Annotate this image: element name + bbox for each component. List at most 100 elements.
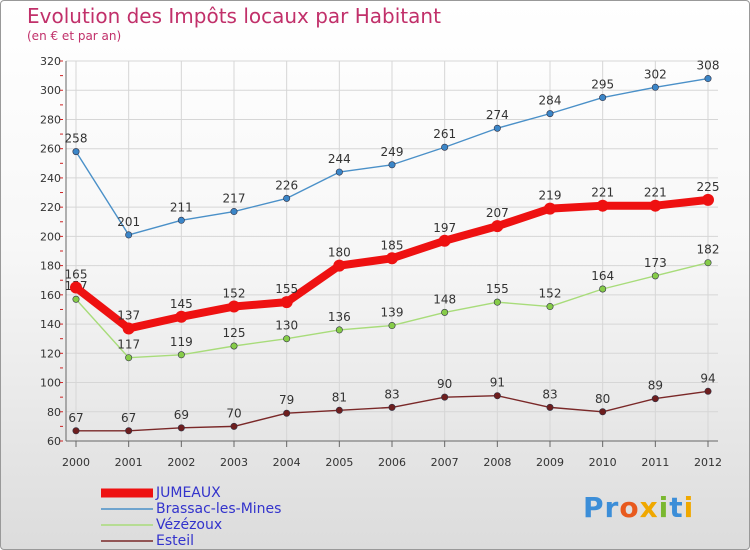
- chart-title: Evolution des Impôts locaux par Habitant: [27, 4, 441, 28]
- data-point: [599, 408, 607, 416]
- data-point: [177, 424, 185, 432]
- data-point: [283, 409, 291, 417]
- data-point: [283, 194, 291, 202]
- data-point: [230, 422, 238, 430]
- data-label: 164: [591, 269, 614, 283]
- data-point: [493, 124, 501, 132]
- data-label: 165: [65, 268, 88, 282]
- data-point: [651, 272, 659, 280]
- x-tick-label: 2011: [641, 456, 669, 469]
- data-label: 83: [542, 387, 557, 401]
- y-tick-label: 120: [40, 347, 61, 360]
- data-point: [704, 387, 712, 395]
- data-label: 219: [539, 189, 562, 203]
- legend-label: Vézézoux: [156, 517, 223, 533]
- data-label: 80: [595, 392, 610, 406]
- legend-label: Esteil: [156, 533, 195, 549]
- chart-subtitle: (en € et par an): [27, 29, 122, 43]
- data-label: 67: [121, 411, 136, 425]
- y-tick-label: 220: [40, 201, 61, 214]
- data-point: [441, 143, 449, 151]
- data-point: [122, 322, 135, 335]
- data-label: 295: [591, 78, 614, 92]
- data-point: [599, 94, 607, 102]
- data-label: 258: [65, 132, 88, 146]
- y-tick-label: 80: [47, 406, 61, 419]
- data-point: [704, 75, 712, 83]
- data-point: [335, 406, 343, 414]
- data-point: [438, 234, 451, 247]
- x-tick-label: 2000: [62, 456, 90, 469]
- data-label: 274: [486, 108, 509, 122]
- data-point: [441, 393, 449, 401]
- x-tick-label: 2003: [220, 456, 248, 469]
- data-label: 94: [700, 371, 715, 385]
- data-label: 136: [328, 310, 351, 324]
- data-label: 70: [226, 406, 241, 420]
- data-label: 152: [223, 287, 246, 301]
- data-label: 180: [328, 246, 351, 260]
- data-label: 173: [644, 256, 667, 270]
- x-tick-label: 2004: [273, 456, 301, 469]
- x-tick-label: 2002: [167, 456, 195, 469]
- legend-swatch: [101, 540, 153, 542]
- data-point: [230, 208, 238, 216]
- data-point: [596, 199, 609, 212]
- data-point: [493, 298, 501, 306]
- data-label: 217: [223, 192, 246, 206]
- data-point: [491, 220, 504, 233]
- data-point: [333, 259, 346, 272]
- data-label: 90: [437, 377, 452, 391]
- data-label: 308: [697, 59, 720, 73]
- data-point: [72, 148, 80, 156]
- data-label: 244: [328, 152, 351, 166]
- data-label: 69: [174, 408, 189, 422]
- data-point: [125, 354, 133, 362]
- data-label: 117: [117, 338, 140, 352]
- data-point: [544, 202, 556, 215]
- data-point: [651, 395, 659, 403]
- data-point: [280, 296, 293, 309]
- x-tick-label: 2008: [483, 456, 511, 469]
- data-label: 225: [697, 180, 720, 194]
- data-point: [651, 83, 659, 91]
- data-label: 89: [648, 379, 663, 393]
- data-label: 201: [117, 215, 140, 229]
- data-label: 302: [644, 67, 667, 81]
- x-tick-label: 2006: [378, 456, 406, 469]
- y-tick-label: 240: [40, 172, 61, 185]
- x-tick-label: 2001: [115, 456, 143, 469]
- data-point: [702, 193, 714, 206]
- data-point: [230, 342, 238, 350]
- data-point: [335, 168, 343, 176]
- x-tick-label: 2007: [431, 456, 459, 469]
- data-label: 155: [275, 282, 298, 296]
- data-label: 152: [539, 287, 562, 301]
- data-point: [177, 216, 185, 224]
- x-tick-label: 2010: [589, 456, 617, 469]
- data-label: 221: [644, 186, 667, 200]
- y-tick-label: 140: [40, 318, 61, 331]
- legend-swatch: [101, 508, 153, 510]
- data-point: [72, 295, 80, 303]
- data-label: 249: [381, 145, 404, 159]
- y-tick-label: 300: [40, 84, 61, 97]
- data-point: [704, 259, 712, 267]
- y-tick-label: 100: [40, 377, 61, 390]
- data-label: 145: [170, 297, 193, 311]
- data-label: 67: [68, 411, 83, 425]
- data-point: [599, 285, 607, 293]
- x-tick-label: 2005: [325, 456, 353, 469]
- data-point: [388, 322, 396, 330]
- data-label: 182: [697, 243, 720, 257]
- data-label: 226: [275, 178, 298, 192]
- data-label: 83: [384, 387, 399, 401]
- data-point: [546, 110, 554, 118]
- data-point: [283, 335, 291, 343]
- data-point: [441, 308, 449, 316]
- y-tick-label: 320: [40, 55, 61, 68]
- legend-swatch: [101, 524, 153, 526]
- data-label: 119: [170, 335, 193, 349]
- data-point: [546, 403, 554, 411]
